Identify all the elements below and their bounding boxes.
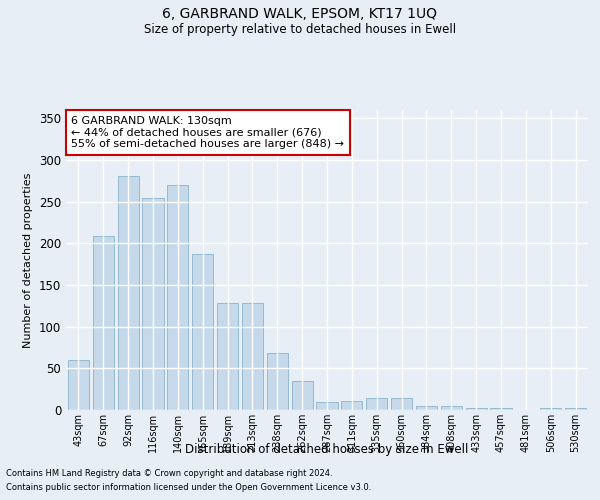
Bar	[292, 381, 313, 410]
Y-axis label: Number of detached properties: Number of detached properties	[23, 172, 34, 348]
Bar	[416, 406, 437, 410]
Bar	[118, 176, 139, 410]
Text: Size of property relative to detached houses in Ewell: Size of property relative to detached ho…	[144, 22, 456, 36]
Text: 6 GARBRAND WALK: 130sqm
← 44% of detached houses are smaller (676)
55% of semi-d: 6 GARBRAND WALK: 130sqm ← 44% of detache…	[71, 116, 344, 149]
Bar	[316, 402, 338, 410]
Bar	[540, 408, 561, 410]
Bar	[490, 408, 512, 410]
Bar	[466, 408, 487, 410]
Bar	[267, 352, 288, 410]
Bar	[341, 401, 362, 410]
Bar	[68, 360, 89, 410]
Bar	[167, 185, 188, 410]
Bar	[366, 398, 387, 410]
Bar	[391, 398, 412, 410]
Bar	[565, 408, 586, 410]
Bar	[441, 406, 462, 410]
Bar	[192, 254, 213, 410]
Text: Contains public sector information licensed under the Open Government Licence v3: Contains public sector information licen…	[6, 484, 371, 492]
Text: Contains HM Land Registry data © Crown copyright and database right 2024.: Contains HM Land Registry data © Crown c…	[6, 468, 332, 477]
Bar	[242, 304, 263, 410]
Text: Distribution of detached houses by size in Ewell: Distribution of detached houses by size …	[185, 442, 469, 456]
Bar	[217, 304, 238, 410]
Text: 6, GARBRAND WALK, EPSOM, KT17 1UQ: 6, GARBRAND WALK, EPSOM, KT17 1UQ	[163, 8, 437, 22]
Bar	[142, 198, 164, 410]
Bar	[93, 236, 114, 410]
